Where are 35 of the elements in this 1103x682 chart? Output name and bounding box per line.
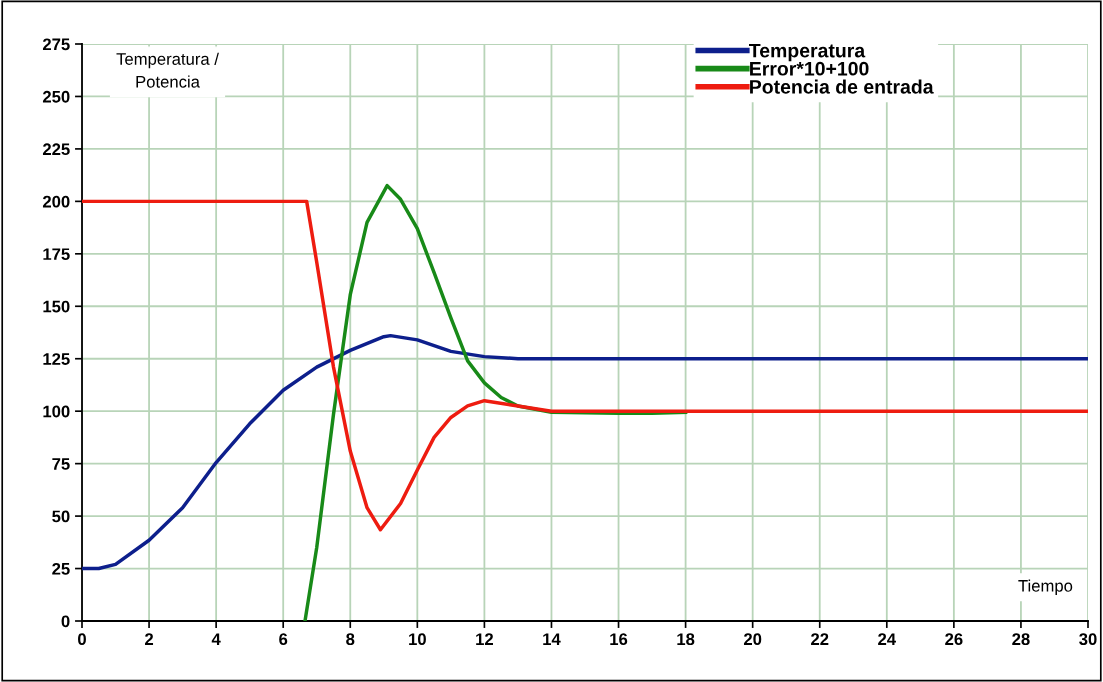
y-tick-label: 200 [42, 195, 70, 208]
x-tick-label: 26 [945, 633, 963, 646]
x-tick-label: 8 [346, 633, 355, 646]
x-tick-label: 14 [543, 633, 561, 645]
y-tick-label: 125 [43, 353, 70, 365]
x-tick-label: 20 [743, 633, 762, 646]
x-tick-label: 22 [811, 633, 829, 645]
y-tick-label: 225 [42, 143, 70, 156]
x-tick-label: 0 [78, 633, 86, 646]
x-tick-label: 30 [1079, 633, 1097, 646]
x-tick-label: 6 [279, 633, 288, 646]
y-tick-label: 100 [43, 405, 70, 418]
y-tick-label: 250 [42, 90, 70, 103]
x-axis-title: Tiempo [1018, 579, 1073, 596]
x-tick-label: 16 [610, 633, 628, 646]
x-tick-label: 28 [1012, 633, 1030, 646]
line-series [82, 199, 1088, 532]
y-tick-label: 0 [61, 615, 70, 628]
y-tick-label: 25 [52, 562, 70, 575]
x-tick-label: 2 [145, 633, 154, 645]
x-tick-label: 24 [878, 633, 896, 645]
x-tick-label: 4 [211, 633, 221, 645]
legend-label: Potencia de entrada [750, 79, 934, 94]
y-tick-label: 150 [43, 300, 70, 313]
x-tick-label: 10 [409, 633, 426, 646]
x-tick-label: 12 [476, 633, 493, 645]
y-axis-title: Temperatura / Potencia [116, 52, 219, 88]
y-tick-label: 50 [52, 510, 70, 523]
y-tick-label: 75 [52, 458, 70, 470]
legend-label: Error*10+100 [750, 61, 869, 76]
line-series [82, 333, 1088, 571]
y-tick-label: 175 [43, 248, 70, 261]
legend-label: Temperatura [749, 43, 866, 62]
x-tick-label: 18 [677, 633, 695, 646]
y-tick-label: 275 [42, 38, 70, 51]
